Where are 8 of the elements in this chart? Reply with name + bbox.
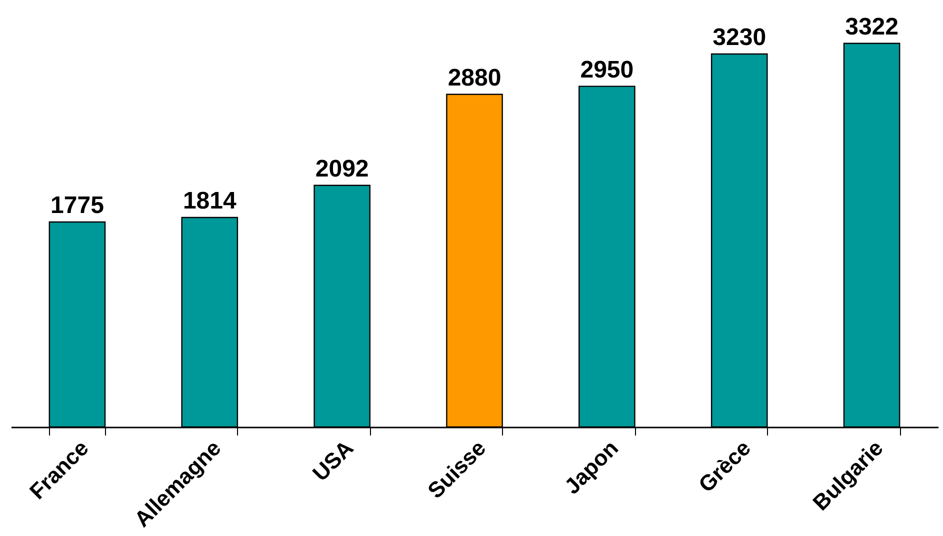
- data-label: 2880: [448, 64, 502, 92]
- data-label: 3230: [712, 24, 766, 51]
- data-label: 3322: [845, 13, 898, 40]
- data-label: 2950: [580, 56, 634, 84]
- data-label: 1775: [50, 192, 104, 220]
- data-label: 2092: [315, 155, 369, 182]
- data-label: 1814: [182, 188, 237, 215]
- x-tick-label: USA: [308, 435, 358, 486]
